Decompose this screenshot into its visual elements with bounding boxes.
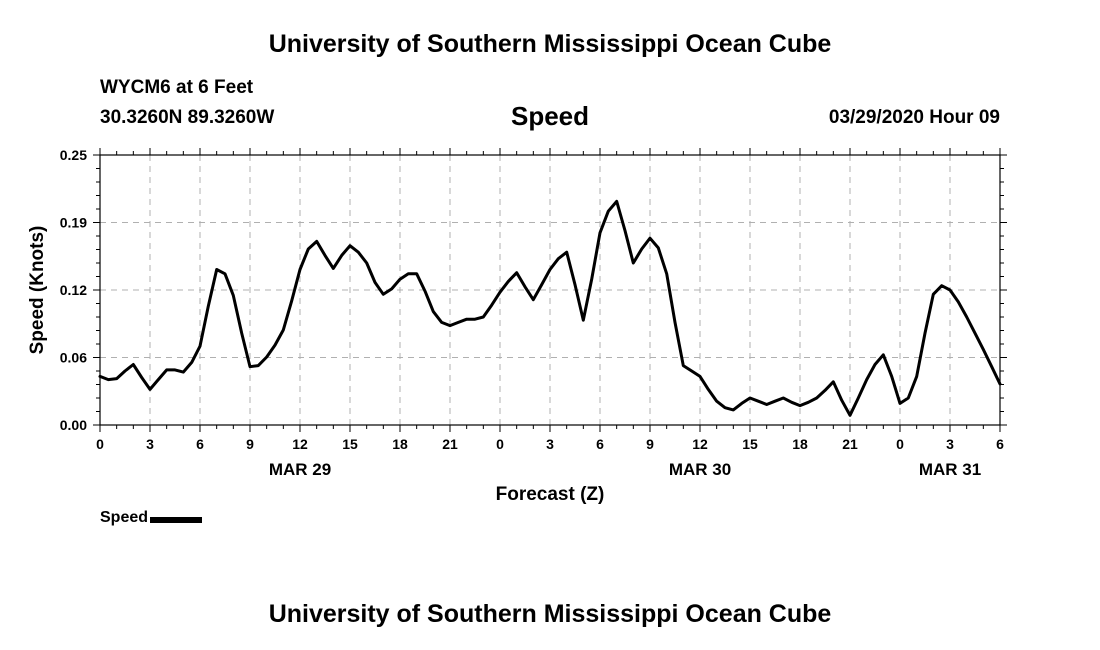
y-tick-label: 0.12	[60, 282, 87, 298]
page-title: University of Southern Mississippi Ocean…	[268, 30, 832, 58]
x-tick-label: 3	[146, 436, 154, 452]
legend-label: Speed	[100, 509, 149, 526]
x-tick-label: 6	[196, 436, 204, 452]
station-label: WYCM6 at 6 Feet	[100, 77, 254, 98]
x-tick-label: 3	[546, 436, 554, 452]
legend-swatch	[150, 516, 203, 523]
x-tick-label: 0	[496, 436, 504, 452]
x-tick-label: 0	[96, 436, 104, 452]
legend: Speed	[100, 509, 203, 527]
y-tick-label: 0.25	[60, 147, 87, 163]
y-tick-label: 0.00	[60, 417, 87, 433]
series-layer	[98, 199, 1002, 417]
forecast-datestamp: 03/29/2020 Hour 09	[828, 107, 1000, 128]
x-tick-label: 6	[996, 436, 1004, 452]
label-layer: 0 3 6 9 12 15 18 21 0 3 6 9 12 15 18 21 0 3 6 0.00 0.06 0.12 0…	[60, 147, 1004, 479]
x-tick-label: 18	[792, 436, 808, 452]
grid-layer	[100, 155, 1000, 425]
x-tick-label: 15	[742, 436, 758, 452]
x-tick-label: 21	[842, 436, 858, 452]
y-tick-label: 0.06	[60, 350, 87, 366]
x-tick-label: 3	[946, 436, 954, 452]
y-tick-label: 0.19	[60, 215, 87, 231]
series-line-speed	[98, 199, 1002, 417]
x-tick-label: 9	[646, 436, 654, 452]
x-tick-label: 15	[342, 436, 358, 452]
date-label: MAR 31	[919, 460, 981, 479]
x-tick-label: 12	[292, 436, 308, 452]
x-tick-label: 18	[392, 436, 408, 452]
y-axis-label: Speed (Knots)	[27, 226, 48, 355]
x-tick-label: 9	[246, 436, 254, 452]
date-label: MAR 30	[669, 460, 731, 479]
variable-title: Speed	[510, 101, 590, 131]
x-tick-label: 6	[596, 436, 604, 452]
x-tick-label: 0	[896, 436, 904, 452]
x-axis-label: Forecast (Z)	[496, 484, 605, 505]
date-label: MAR 29	[269, 460, 331, 479]
coordinates-label: 30.3260N 89.3260W	[100, 107, 275, 128]
x-tick-label: 12	[692, 436, 708, 452]
x-tick-label: 21	[442, 436, 458, 452]
tick-layer	[93, 148, 1007, 432]
footer-title: University of Southern Mississippi Ocean…	[268, 600, 832, 628]
